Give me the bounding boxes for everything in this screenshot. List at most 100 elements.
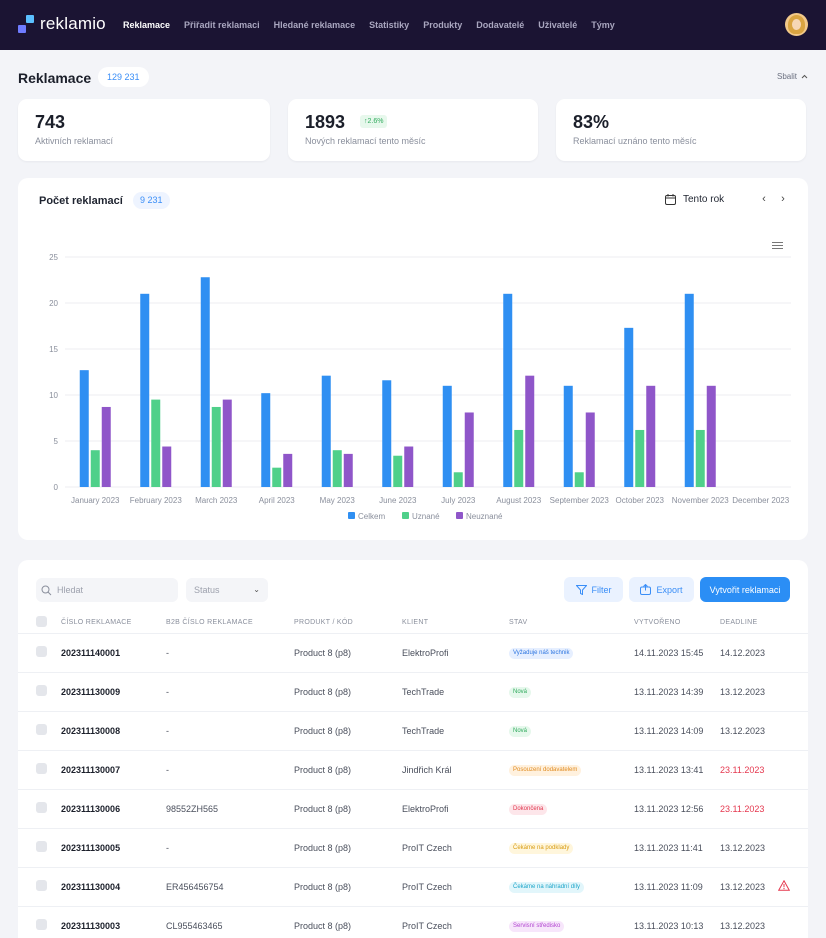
stat-value: 743	[35, 112, 66, 132]
table-row[interactable]: 202311130005- Product 8 (p8) ProIT Czech Če…	[18, 827, 808, 867]
deadline-date: 23.11.2023	[720, 749, 778, 789]
bar-celkem	[261, 393, 271, 487]
claim-number[interactable]: 202311130006	[61, 788, 166, 828]
product-code: Product 8 (p8)	[294, 866, 402, 906]
y-tick-label: 25	[49, 253, 58, 262]
page-title: Reklamace	[18, 70, 92, 86]
bar-neuznané	[343, 453, 353, 487]
row-checkbox[interactable]	[36, 763, 47, 774]
table-row[interactable]: 202311140001- Product 8 (p8) ElektroProfi V…	[18, 632, 808, 672]
bar-uznané	[574, 472, 584, 487]
nav-item[interactable]: Přiřadit reklamaci	[184, 20, 260, 30]
nav-item[interactable]: Hledané reklamace	[273, 20, 356, 30]
row-checkbox[interactable]	[36, 646, 47, 657]
stat-label: Reklamací uznáno tento měsíc	[573, 136, 697, 146]
top-navigation-bar: reklamio Reklamace Přiřadit reklamaci Hled…	[0, 0, 826, 50]
column-header[interactable]: Číslo reklamace	[61, 618, 132, 626]
table-row[interactable]: 202311130003 CL955463465 Product 8 (p8) Pro…	[18, 905, 808, 938]
status-badge: Vyžaduje náš technik	[509, 648, 574, 659]
filter-button[interactable]: Filter	[564, 577, 623, 602]
create-claim-button[interactable]: Vytvořit reklamaci	[700, 577, 790, 602]
claim-number[interactable]: 202311130005	[61, 827, 166, 867]
export-button[interactable]: Export	[629, 577, 694, 602]
bar-uznané	[393, 455, 403, 487]
nav-item[interactable]: Uživatelé	[538, 20, 578, 30]
y-tick-label: 15	[49, 345, 58, 354]
claim-number[interactable]: 202311140001	[61, 632, 166, 672]
row-checkbox[interactable]	[36, 724, 47, 735]
search-input[interactable]	[57, 585, 169, 595]
claim-number[interactable]: 202311130003	[61, 905, 166, 938]
row-checkbox[interactable]	[36, 880, 47, 891]
b2b-number: -	[166, 710, 294, 750]
column-header[interactable]: Deadline	[720, 618, 758, 626]
app-logo[interactable]: reklamio	[18, 14, 106, 34]
bar-uznané	[695, 429, 705, 487]
table-row[interactable]: 202311130006 98552ZH565 Product 8 (p8) Elek…	[18, 788, 808, 828]
bar-uznané	[332, 450, 342, 487]
column-header[interactable]: B2B číslo reklamace	[166, 618, 254, 626]
select-all-checkbox[interactable]	[36, 615, 47, 627]
x-tick-label: May 2023	[320, 496, 356, 505]
claim-number[interactable]: 202311130008	[61, 710, 166, 750]
legend-swatch	[402, 512, 409, 519]
claim-number[interactable]: 202311130004	[61, 866, 166, 906]
product-code: Product 8 (p8)	[294, 632, 402, 672]
bar-uznané	[151, 399, 161, 487]
claims-table-card: Status ⌄ Filter Export Vytvořit reklamac…	[18, 560, 808, 938]
bar-celkem	[684, 293, 694, 487]
table-row[interactable]: 202311130007- Product 8 (p8) Jindřich Král…	[18, 749, 808, 789]
deadline-date: 14.12.2023	[720, 632, 778, 672]
column-header[interactable]: Produkt / kód	[294, 618, 354, 626]
status-badge: Posouzení dodavatelem	[509, 765, 582, 776]
table-row[interactable]: 202311130004 ER456456754 Product 8 (p8) Pro…	[18, 866, 808, 906]
client-name: TechTrade	[402, 710, 509, 750]
claim-number[interactable]: 202311130009	[61, 671, 166, 711]
bar-celkem	[382, 380, 392, 487]
row-checkbox[interactable]	[36, 802, 47, 813]
period-selector[interactable]: Tento rok	[665, 194, 724, 205]
nav-item[interactable]: Produkty	[423, 20, 463, 30]
stat-label: Nových reklamací tento měsíc	[305, 136, 426, 146]
user-avatar[interactable]	[785, 13, 808, 36]
export-icon	[640, 584, 652, 595]
row-checkbox[interactable]	[36, 685, 47, 696]
row-checkbox[interactable]	[36, 919, 47, 931]
nav-item[interactable]: Statistiky	[369, 20, 410, 30]
row-checkbox[interactable]	[36, 841, 47, 852]
nav-item[interactable]: Reklamace	[123, 20, 171, 30]
bar-neuznané	[162, 446, 172, 487]
table-row[interactable]: 202311130009- Product 8 (p8) TechTrade Nová…	[18, 671, 808, 711]
client-name: ElektroProfi	[402, 788, 509, 828]
table-row[interactable]: 202311130008- Product 8 (p8) TechTrade Nová…	[18, 710, 808, 750]
status-badge: Nová	[509, 726, 532, 737]
bar-neuznané	[585, 412, 595, 487]
product-code: Product 8 (p8)	[294, 671, 402, 711]
claim-number[interactable]: 202311130007	[61, 749, 166, 789]
bar-celkem	[563, 385, 573, 487]
create-claim-label: Vytvořit reklamaci	[709, 584, 781, 595]
column-header[interactable]: Stav	[509, 618, 528, 626]
bar-uznané	[453, 472, 463, 487]
previous-period-button[interactable]: ‹	[758, 193, 770, 207]
next-period-button[interactable]: ›	[777, 193, 789, 207]
status-select[interactable]: Status ⌄	[186, 578, 268, 602]
column-header[interactable]: Vytvořeno	[634, 618, 681, 626]
collapse-button[interactable]: Sbalit	[777, 72, 808, 81]
bar-neuznané	[404, 446, 414, 487]
x-tick-label: February 2023	[130, 496, 183, 505]
created-date: 13.11.2023 11:09	[634, 866, 720, 906]
period-label: Tento rok	[683, 194, 725, 205]
deadline-date: 13.12.2023	[720, 905, 778, 938]
product-code: Product 8 (p8)	[294, 905, 402, 938]
column-header[interactable]: Klient	[402, 618, 429, 626]
bar-uznané	[514, 429, 524, 487]
trend-badge: ↑2.6%	[360, 115, 388, 128]
nav-item[interactable]: Dodavatelé	[476, 20, 525, 30]
nav-item[interactable]: Týmy	[591, 20, 615, 30]
deadline-date: 13.12.2023	[720, 671, 778, 711]
legend-swatch	[348, 512, 355, 519]
chart-menu-icon[interactable]	[772, 242, 783, 251]
product-code: Product 8 (p8)	[294, 788, 402, 828]
client-name: ElektroProfi	[402, 632, 509, 672]
